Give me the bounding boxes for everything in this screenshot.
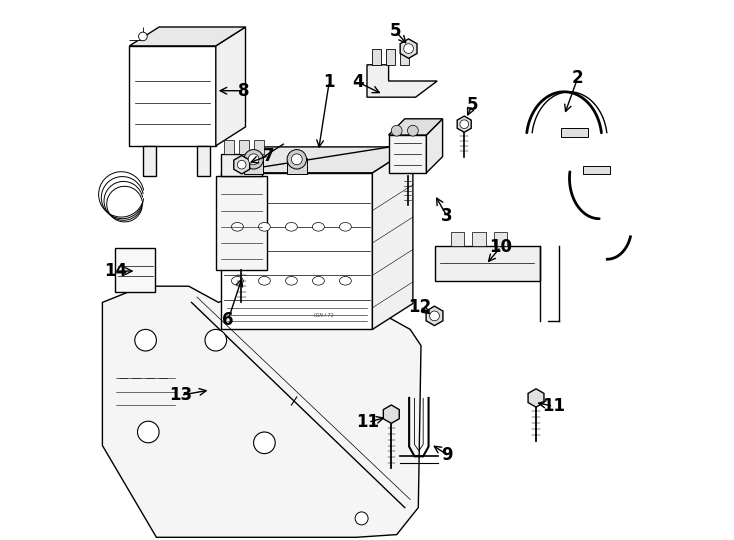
Circle shape bbox=[407, 125, 418, 136]
Polygon shape bbox=[103, 286, 421, 537]
Polygon shape bbox=[400, 39, 417, 58]
Polygon shape bbox=[472, 232, 486, 246]
Text: 13: 13 bbox=[169, 386, 192, 404]
Ellipse shape bbox=[258, 222, 270, 231]
Text: ION I 71: ION I 71 bbox=[314, 313, 334, 319]
Text: 11: 11 bbox=[357, 413, 379, 431]
Circle shape bbox=[205, 329, 227, 351]
Ellipse shape bbox=[339, 222, 352, 231]
Text: 11: 11 bbox=[542, 397, 564, 415]
Circle shape bbox=[429, 311, 440, 321]
Circle shape bbox=[254, 432, 275, 454]
Bar bbox=[254, 140, 264, 154]
Polygon shape bbox=[233, 156, 250, 174]
Ellipse shape bbox=[258, 276, 270, 285]
Text: 9: 9 bbox=[441, 446, 453, 464]
Circle shape bbox=[248, 154, 259, 165]
Polygon shape bbox=[372, 147, 413, 329]
Polygon shape bbox=[129, 27, 143, 40]
Text: 6: 6 bbox=[222, 310, 234, 329]
Polygon shape bbox=[388, 119, 443, 135]
Circle shape bbox=[237, 160, 246, 169]
Polygon shape bbox=[221, 147, 413, 173]
Circle shape bbox=[244, 150, 264, 169]
Bar bbox=[239, 140, 249, 154]
Polygon shape bbox=[372, 49, 380, 65]
Polygon shape bbox=[401, 49, 409, 65]
Text: 8: 8 bbox=[238, 82, 250, 100]
Text: 3: 3 bbox=[441, 207, 453, 225]
Circle shape bbox=[291, 154, 302, 165]
Polygon shape bbox=[221, 154, 262, 176]
Polygon shape bbox=[221, 173, 372, 329]
Text: 10: 10 bbox=[490, 238, 512, 256]
Polygon shape bbox=[115, 248, 156, 292]
Circle shape bbox=[391, 125, 402, 136]
Bar bbox=[224, 140, 233, 154]
Circle shape bbox=[355, 512, 368, 525]
Text: 1: 1 bbox=[324, 73, 335, 91]
Polygon shape bbox=[562, 128, 589, 137]
Text: 4: 4 bbox=[352, 73, 363, 91]
Polygon shape bbox=[388, 135, 426, 173]
Circle shape bbox=[404, 44, 413, 53]
Polygon shape bbox=[451, 232, 464, 246]
Polygon shape bbox=[216, 27, 245, 146]
Polygon shape bbox=[129, 27, 245, 46]
Polygon shape bbox=[383, 405, 399, 423]
Polygon shape bbox=[528, 389, 544, 407]
Text: 7: 7 bbox=[263, 146, 275, 165]
Ellipse shape bbox=[313, 276, 324, 285]
Polygon shape bbox=[143, 146, 156, 176]
Circle shape bbox=[139, 32, 148, 40]
Bar bbox=[244, 158, 264, 174]
Ellipse shape bbox=[313, 222, 324, 231]
Polygon shape bbox=[197, 146, 211, 176]
Text: 5: 5 bbox=[467, 96, 478, 114]
Circle shape bbox=[137, 421, 159, 443]
Polygon shape bbox=[426, 119, 443, 173]
Ellipse shape bbox=[231, 222, 244, 231]
Polygon shape bbox=[386, 49, 395, 65]
Bar bbox=[287, 158, 307, 174]
Ellipse shape bbox=[231, 276, 244, 285]
Polygon shape bbox=[435, 246, 539, 281]
Ellipse shape bbox=[339, 276, 352, 285]
Text: 2: 2 bbox=[572, 69, 584, 87]
Polygon shape bbox=[129, 46, 216, 146]
Circle shape bbox=[135, 329, 156, 351]
Text: 12: 12 bbox=[408, 298, 432, 316]
Polygon shape bbox=[426, 306, 443, 326]
Ellipse shape bbox=[286, 222, 297, 231]
Polygon shape bbox=[494, 232, 507, 246]
Polygon shape bbox=[457, 116, 471, 132]
Polygon shape bbox=[216, 176, 267, 270]
Text: 5: 5 bbox=[390, 22, 401, 40]
Polygon shape bbox=[583, 166, 610, 174]
Polygon shape bbox=[367, 65, 437, 97]
Circle shape bbox=[287, 150, 307, 169]
Ellipse shape bbox=[286, 276, 297, 285]
Text: 14: 14 bbox=[104, 262, 128, 280]
Circle shape bbox=[460, 120, 468, 129]
